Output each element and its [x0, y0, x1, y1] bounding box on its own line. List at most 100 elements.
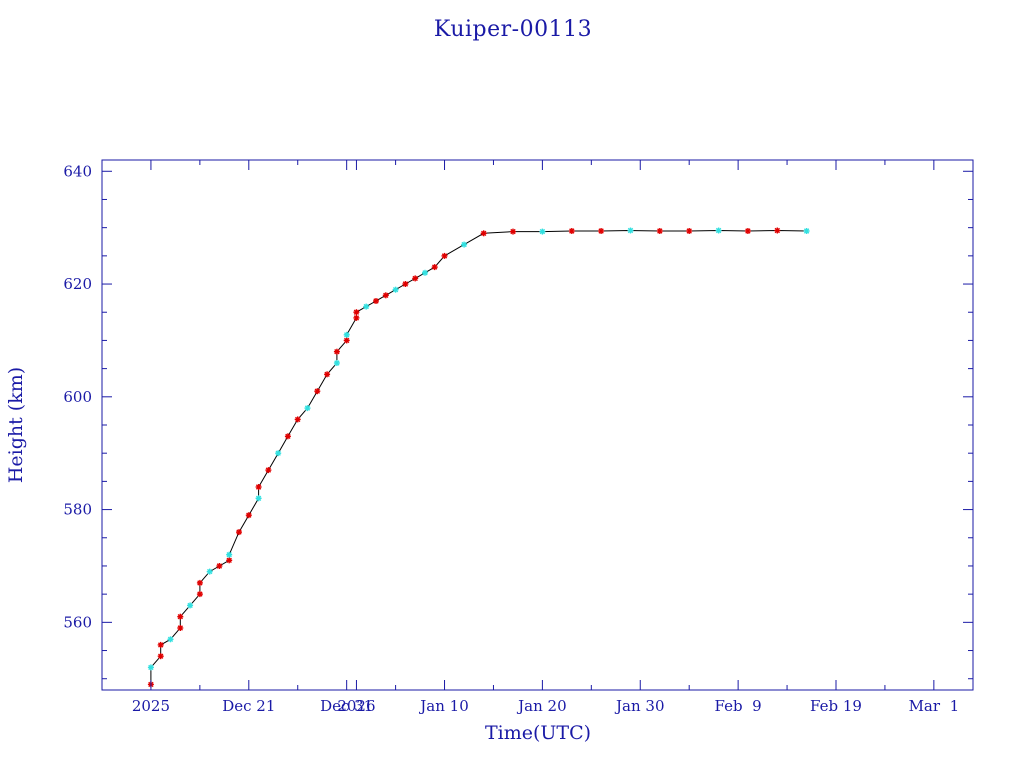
- data-point-stroke: [774, 227, 780, 234]
- data-point: [412, 275, 419, 282]
- x-tick-label: Dec 21: [222, 697, 275, 715]
- data-point-stroke: [314, 388, 320, 394]
- y-tick-label: 580: [63, 501, 92, 519]
- data-point-stroke: [334, 360, 340, 366]
- data-point-stroke: [392, 287, 399, 293]
- data-point-stroke: [344, 332, 350, 338]
- data-point-stroke: [441, 253, 448, 259]
- data-point: [382, 292, 389, 299]
- data-point-stroke: [148, 664, 154, 671]
- data-point: [715, 227, 722, 234]
- data-point: [147, 664, 154, 671]
- data-point: [373, 298, 379, 304]
- data-point-stroke: [344, 337, 350, 344]
- plot-area: [147, 227, 810, 688]
- data-point-stroke: [177, 614, 183, 620]
- data-point-stroke: [745, 228, 751, 234]
- data-point-stroke: [715, 227, 722, 234]
- data-point-stroke: [295, 416, 301, 423]
- data-point-stroke: [461, 241, 467, 248]
- data-point: [216, 563, 223, 569]
- data-point-stroke: [334, 349, 340, 355]
- data-point: [441, 252, 448, 259]
- data-point-stroke: [197, 591, 203, 597]
- data-point: [353, 309, 360, 316]
- x-tick-label: Jan 30: [614, 697, 664, 715]
- data-point: [480, 230, 487, 237]
- data-point: [568, 228, 575, 234]
- data-point-stroke: [216, 563, 223, 569]
- data-point-stroke: [510, 228, 516, 235]
- data-point-stroke: [422, 270, 428, 276]
- data-point: [343, 337, 350, 344]
- data-point: [304, 405, 311, 412]
- data-point: [284, 433, 291, 440]
- data-point-stroke: [226, 552, 232, 558]
- data-point: [598, 228, 605, 234]
- data-point-stroke: [383, 292, 389, 298]
- plot-frame: [101, 159, 974, 691]
- data-point: [774, 227, 781, 234]
- series-line: [150, 229, 807, 685]
- data-point: [402, 281, 409, 287]
- data-point: [255, 495, 262, 502]
- data-point: [167, 636, 174, 643]
- data-point-stroke: [197, 580, 203, 586]
- data-point: [343, 331, 350, 338]
- data-point: [206, 568, 213, 575]
- data-point-stroke: [539, 228, 546, 235]
- data-point-stroke: [167, 636, 174, 642]
- data-point-stroke: [363, 303, 369, 310]
- data-point-stroke: [275, 450, 281, 456]
- data-point: [157, 641, 164, 648]
- data-point: [744, 228, 751, 234]
- data-point: [324, 371, 331, 378]
- data-point-stroke: [226, 557, 232, 563]
- data-point-stroke: [177, 625, 183, 631]
- data-point-stroke: [803, 228, 810, 234]
- y-tick-label: 620: [63, 275, 92, 293]
- data-point: [333, 348, 340, 355]
- data-point: [226, 557, 233, 564]
- data-point-stroke: [657, 228, 663, 234]
- data-point: [656, 228, 663, 234]
- data-point-stroke: [481, 230, 487, 236]
- data-point: [539, 228, 546, 235]
- data-point: [353, 314, 360, 321]
- chart-title: Kuiper-00113: [434, 17, 592, 42]
- x-tick-label: Feb 9: [715, 697, 762, 715]
- data-point: [157, 653, 164, 660]
- data-point: [431, 264, 438, 271]
- data-point-stroke: [207, 568, 213, 575]
- data-point-stroke: [598, 228, 604, 234]
- data-point-stroke: [324, 371, 330, 377]
- data-point: [177, 613, 184, 620]
- data-point-stroke: [353, 309, 360, 315]
- data-point-stroke: [285, 433, 291, 439]
- y-tick-label: 560: [63, 613, 92, 631]
- data-point-stroke: [686, 228, 692, 234]
- x-tick-label: Mar 1: [909, 697, 960, 715]
- y-tick-label: 600: [63, 388, 92, 406]
- data-point-stroke: [432, 264, 438, 270]
- data-point: [392, 286, 399, 293]
- data-point-stroke: [569, 228, 575, 234]
- data-point-stroke: [255, 495, 262, 501]
- data-point: [177, 625, 184, 631]
- data-point: [627, 227, 634, 234]
- data-point: [510, 228, 516, 235]
- data-point: [255, 484, 262, 490]
- data-point-stroke: [627, 227, 634, 234]
- data-point: [803, 228, 810, 234]
- data-point: [363, 303, 370, 310]
- data-point: [294, 416, 301, 423]
- data-point-stroke: [236, 529, 242, 535]
- data-point-stroke: [246, 512, 252, 518]
- data-point: [245, 512, 252, 519]
- data-point: [275, 450, 282, 457]
- x-tick-label: 2025: [132, 697, 170, 715]
- data-point: [196, 579, 203, 586]
- data-point-stroke: [412, 275, 418, 282]
